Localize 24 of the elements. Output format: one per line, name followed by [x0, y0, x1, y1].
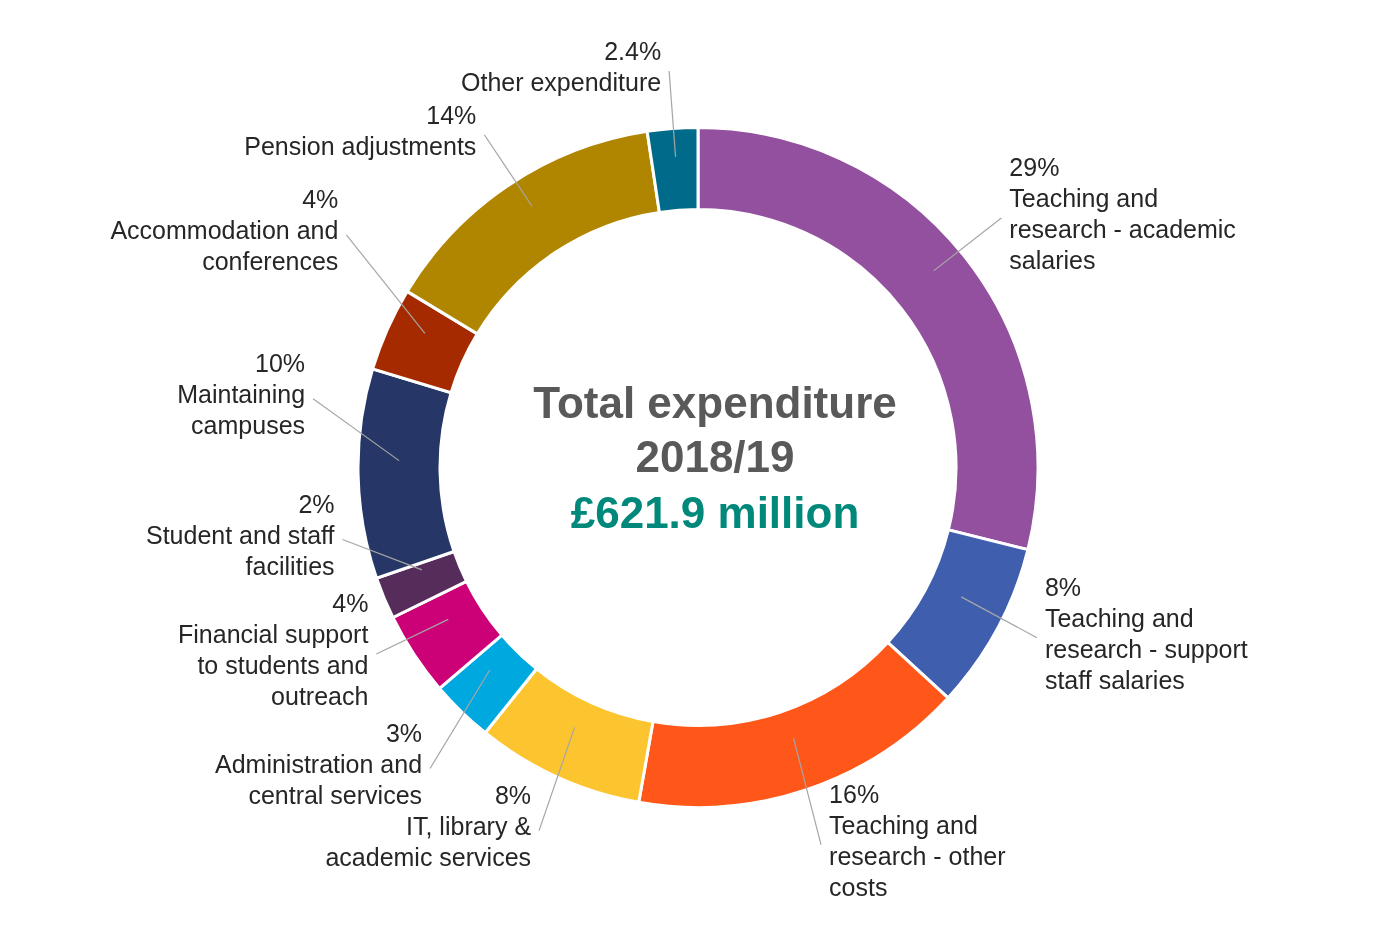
slice-label: Financial support to students and outreach — [178, 620, 369, 710]
data-label: 8% — [1044, 572, 1082, 601]
slice-label: Accommodation and conferences — [110, 216, 339, 276]
slice-label: Teaching and research - other costs — [829, 810, 1006, 901]
data-label: 16% — [829, 779, 880, 808]
text: £621.9 million — [570, 488, 860, 537]
data-label: 29% — [1009, 152, 1060, 181]
slice-label: Pension adjustments — [244, 131, 477, 160]
slice-label: Student and staff facilities — [145, 521, 335, 580]
data-label: 3% — [385, 719, 423, 747]
data-label: 2% — [298, 490, 335, 518]
slice-label: Administration and central services — [214, 750, 423, 809]
slice-label: Teaching and research - academic salaries — [1009, 183, 1236, 274]
data-label: 14% — [426, 100, 477, 129]
text: Total expenditure 2018/19 — [533, 378, 897, 481]
slice-label: Teaching and research - support staff salaries — [1044, 603, 1248, 694]
slice-label: Maintaining campuses — [177, 380, 306, 440]
data-label: 2.4% — [604, 37, 662, 66]
slice-label: Other expenditure — [460, 68, 662, 97]
slice-label: IT, library & academic services — [325, 812, 532, 872]
data-label: 8% — [494, 781, 532, 810]
data-label: 10% — [255, 349, 306, 378]
data-label: 4% — [302, 185, 339, 214]
data-label: 4% — [332, 589, 369, 617]
